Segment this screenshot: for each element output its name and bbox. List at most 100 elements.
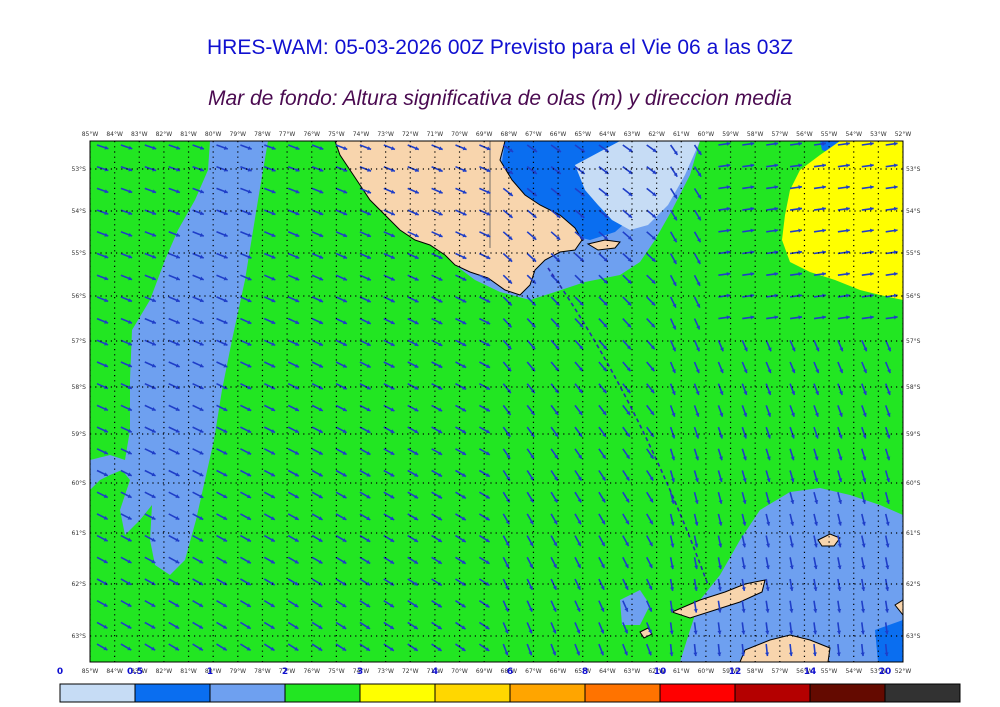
- arrow-head: [366, 625, 371, 629]
- arrow-head: [223, 233, 228, 237]
- arrow-head: [294, 581, 299, 586]
- arrow-head: [884, 652, 889, 657]
- arrow-head: [789, 608, 794, 613]
- arrow-head: [507, 301, 512, 306]
- arrow-head: [198, 624, 203, 629]
- lat-label-right: 61°S: [906, 530, 921, 537]
- arrow-head: [414, 407, 419, 412]
- arrow-head: [414, 276, 419, 281]
- arrow-head: [766, 456, 771, 461]
- lon-label-bottom: 61°W: [673, 668, 690, 675]
- arrow-head: [846, 228, 850, 233]
- arrow-head: [553, 520, 558, 525]
- arrow-head: [885, 521, 890, 526]
- arrow-head: [414, 168, 419, 172]
- arrow-head: [462, 385, 467, 390]
- arrow-head: [893, 293, 898, 298]
- arrow-head: [884, 630, 889, 635]
- arrow-head: [870, 271, 874, 277]
- arrow-head: [726, 141, 731, 146]
- arrow-head: [294, 538, 299, 542]
- arrow-head: [127, 537, 132, 542]
- arrow-head: [104, 211, 109, 215]
- arrow-head: [390, 516, 395, 520]
- arrow-head: [414, 233, 419, 238]
- arrow-head: [647, 651, 652, 656]
- arrow-head: [128, 254, 133, 259]
- arrow-head: [533, 148, 537, 152]
- arrow-head: [390, 407, 395, 412]
- arrow-head: [485, 494, 490, 499]
- arrow-head: [798, 141, 802, 146]
- arrow-head: [438, 342, 443, 347]
- arrow-head: [813, 630, 818, 635]
- arrow-head: [671, 390, 676, 395]
- lat-label-right: 55°S: [906, 250, 921, 257]
- arrow-head: [294, 385, 299, 390]
- arrow-head: [697, 216, 701, 221]
- arrow-head: [247, 145, 252, 150]
- arrow-head: [319, 211, 324, 216]
- arrow-head: [103, 472, 108, 477]
- arrow-head: [462, 233, 467, 238]
- arrow-head: [271, 342, 276, 346]
- colorbar-swatch: [284, 683, 361, 703]
- arrow-head: [199, 298, 204, 303]
- arrow-head: [861, 608, 866, 613]
- arrow-head: [743, 412, 748, 417]
- arrow-head: [870, 163, 874, 168]
- lon-label-bottom: 57°W: [772, 668, 789, 675]
- arrow-head: [602, 389, 607, 394]
- arrow-head: [151, 515, 156, 520]
- arrow-head: [223, 407, 228, 411]
- arrow-head: [175, 407, 180, 411]
- arrow-head: [152, 254, 156, 259]
- lon-label-top: 61°W: [673, 131, 690, 138]
- chart-title: HRES-WAM: 05-03-2026 00Z Previsto para e…: [207, 36, 793, 59]
- arrow-head: [670, 587, 675, 591]
- arrow-head: [152, 232, 157, 237]
- arrow-head: [839, 369, 844, 374]
- arrow-head: [765, 608, 770, 613]
- arrow-head: [718, 521, 723, 526]
- lon-label-bottom: 70°W: [451, 668, 468, 675]
- arrow-head: [270, 625, 275, 629]
- arrow-head: [651, 323, 655, 328]
- map-field: [90, 141, 903, 662]
- arrow-head: [719, 434, 724, 439]
- arrow-head: [151, 276, 156, 281]
- arrow-head: [437, 538, 442, 542]
- arrow-head: [790, 499, 795, 504]
- land-island-small: [639, 627, 653, 639]
- arrow-head: [176, 145, 181, 150]
- lon-label-top: 56°W: [796, 131, 813, 138]
- lon-label-bottom: 80°W: [205, 668, 222, 675]
- arrow-head: [270, 581, 275, 586]
- arrow-head: [798, 271, 802, 277]
- arrow-head: [270, 516, 275, 520]
- arrow-head: [726, 293, 731, 298]
- arrow-head: [461, 625, 466, 630]
- land-island-se: [817, 533, 841, 547]
- arrow-head: [601, 542, 605, 547]
- arrow-head: [223, 472, 228, 477]
- arrow-head: [151, 581, 156, 585]
- arrow-head: [485, 538, 490, 542]
- arrow-head: [318, 494, 323, 499]
- arrow-head: [719, 369, 724, 374]
- arrow-head: [270, 537, 275, 542]
- arrow-head: [462, 342, 467, 347]
- arrow-head: [531, 323, 536, 328]
- arrow-head: [318, 516, 323, 520]
- lon-label-bottom: 53°W: [870, 668, 887, 675]
- colorbar-label: 3: [356, 667, 364, 677]
- lon-label-bottom: 56°W: [796, 668, 813, 675]
- arrow-head: [151, 298, 156, 303]
- arrow-head: [552, 629, 557, 634]
- colorbar-swatch: [509, 683, 586, 703]
- arrow-head: [628, 213, 633, 218]
- arrow-head: [553, 498, 558, 503]
- arrow-head: [509, 148, 514, 152]
- arrow-head: [693, 608, 698, 613]
- arrow-head: [603, 301, 608, 306]
